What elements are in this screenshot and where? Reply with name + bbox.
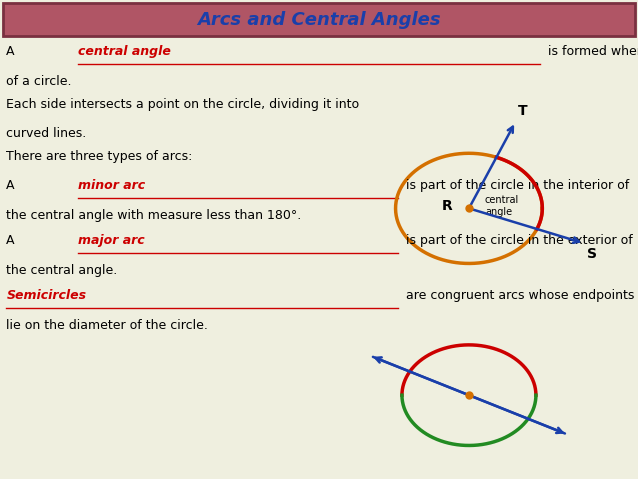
Text: A: A [6,45,19,58]
Text: Semicircles: Semicircles [6,289,87,302]
Text: central angle: central angle [78,45,170,58]
Text: minor arc: minor arc [78,179,145,192]
Text: is part of the circle in the exterior of: is part of the circle in the exterior of [398,234,633,247]
Text: lie on the diameter of the circle.: lie on the diameter of the circle. [6,319,208,332]
Text: Arcs and Central Angles: Arcs and Central Angles [197,11,441,29]
Text: central
angle: central angle [485,195,519,217]
Text: T: T [518,104,528,118]
Text: A: A [6,179,19,192]
Text: the central angle.: the central angle. [6,264,117,277]
Text: Each side intersects a point on the circle, dividing it into: Each side intersects a point on the circ… [6,98,364,111]
Text: R: R [442,199,453,214]
Text: are congruent arcs whose endpoints: are congruent arcs whose endpoints [398,289,634,302]
Text: of a circle.: of a circle. [6,75,72,88]
Text: curved lines.: curved lines. [6,127,87,140]
Text: There are three types of arcs:: There are three types of arcs: [6,150,193,163]
Text: S: S [588,247,597,261]
Text: major arc: major arc [78,234,144,247]
Text: the central angle with measure less than 180°.: the central angle with measure less than… [6,209,302,222]
Text: is part of the circle in the interior of: is part of the circle in the interior of [398,179,629,192]
FancyBboxPatch shape [3,3,635,36]
Text: is formed when the two sides of an angle meet at the center: is formed when the two sides of an angle… [540,45,638,58]
Text: A: A [6,234,19,247]
